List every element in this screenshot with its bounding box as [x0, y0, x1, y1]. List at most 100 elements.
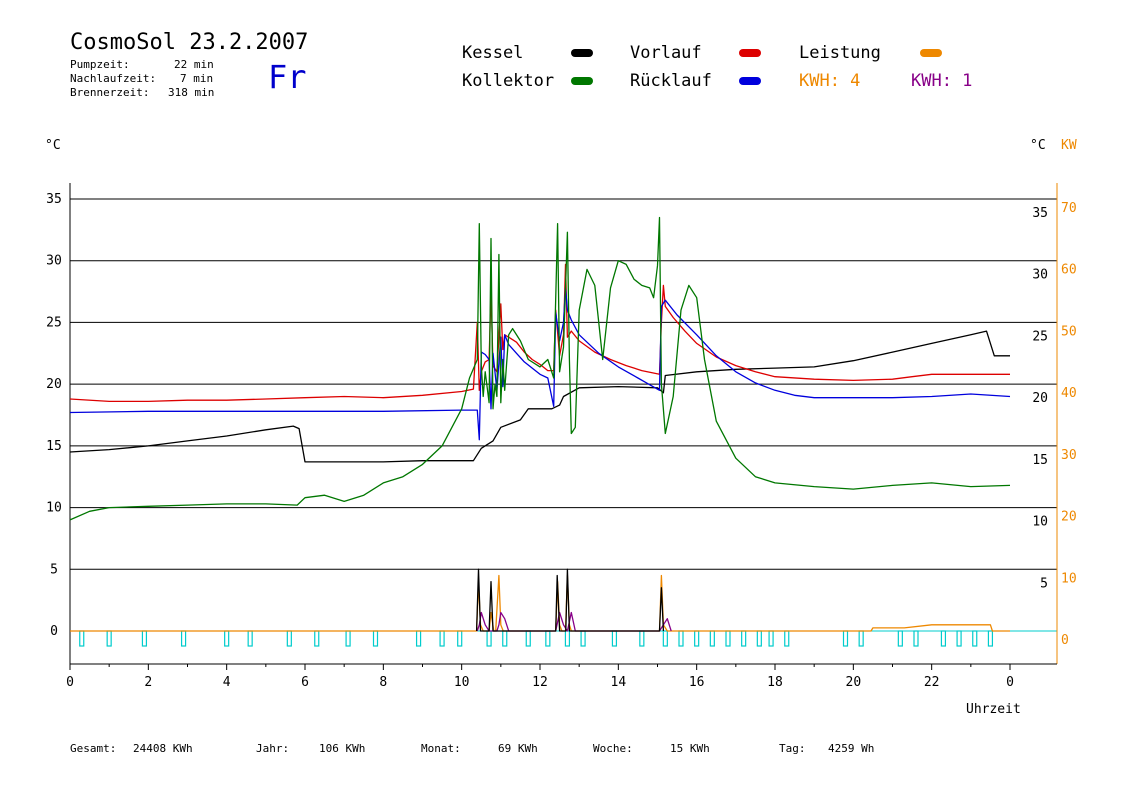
total-monat-label: Monat:: [421, 742, 461, 755]
pump-indicator: [741, 630, 747, 647]
pump-indicator: [415, 630, 422, 647]
pump-indicator: [247, 630, 253, 647]
total-tag-label: Tag:: [779, 742, 806, 755]
y-tick-label-kw: 10: [1061, 571, 1077, 586]
pump-indicator: [662, 630, 668, 647]
total-tag-value: 4259 Wh: [828, 742, 875, 755]
total-woche-label: Woche:: [593, 742, 633, 755]
total-jahr-label: Jahr:: [256, 742, 290, 755]
y-tick-label-right: 5: [1040, 576, 1048, 591]
legend-kwh-orange: KWH: 4: [799, 71, 861, 91]
pump-indicator: [768, 630, 774, 647]
pump-indicator: [784, 630, 790, 647]
x-tick-label: 2: [144, 675, 152, 690]
pump-indicator: [439, 630, 445, 647]
y-tick-label-right: 30: [1032, 268, 1048, 283]
pump-indicator: [678, 630, 684, 647]
pump-indicator: [372, 630, 379, 647]
legend-kessel-swatch: [571, 49, 593, 57]
pump-indicator: [956, 630, 962, 647]
pump-indicator: [611, 630, 618, 647]
y-tick-label-right: 20: [1032, 391, 1048, 406]
total-gesamt-label: Gesamt:: [70, 742, 117, 755]
brennerzeit-value: 318 min: [168, 86, 215, 99]
right-axis-unit-kw: KW: [1061, 138, 1077, 153]
y-tick-label-kw: 50: [1061, 324, 1077, 339]
nachlaufzeit-value: 7 min: [180, 72, 214, 85]
pump-indicator: [141, 630, 148, 647]
y-tick-label-right: 25: [1032, 329, 1048, 344]
legend-kwh-purple: KWH: 1: [911, 71, 973, 91]
pumpzeit-label: Pumpzeit:: [70, 58, 130, 71]
leistung-line: [70, 574, 1010, 632]
y-tick-label-left: 25: [46, 315, 62, 330]
y-tick-label-right: 35: [1032, 206, 1048, 221]
y-tick-label-right: 10: [1032, 515, 1048, 530]
y-tick-label-left: 20: [46, 377, 62, 392]
pump-indicator: [972, 630, 978, 647]
legend-ruecklauf-swatch: [739, 77, 761, 85]
pump-indicator: [286, 630, 292, 647]
x-tick-label: 14: [611, 675, 627, 690]
x-tick-label: 10: [454, 675, 470, 690]
pump-indicator: [940, 630, 947, 647]
pump-indicator: [842, 630, 849, 647]
total-monat-value: 69 KWh: [498, 742, 538, 755]
y-tick-label-kw: 30: [1061, 448, 1077, 463]
x-tick-label: 16: [689, 675, 705, 690]
x-tick-label: 20: [846, 675, 862, 690]
legend-kollektor: Kollektor: [462, 71, 555, 91]
x-tick-label: 8: [379, 675, 387, 690]
x-tick-label: 0: [66, 675, 74, 690]
pump-indicator: [525, 630, 531, 647]
nachlaufzeit-label: Nachlaufzeit:: [70, 72, 157, 85]
pump-indicator: [913, 630, 919, 647]
pump-indicator: [106, 630, 112, 647]
legend-kollektor-swatch: [571, 77, 593, 85]
kwh1-line: [476, 611, 672, 632]
pump-indicator: [756, 630, 762, 647]
x-tick-label: 6: [301, 675, 309, 690]
pump-indicator: [345, 630, 351, 647]
weekday-label: Fr: [268, 58, 307, 96]
legend-leistung: Leistung: [799, 43, 881, 63]
brennerzeit-label: Brennerzeit:: [70, 86, 150, 99]
kessel-power-line: [475, 568, 665, 632]
ruecklauf-line: [69, 287, 1011, 441]
pump-indicator: [709, 630, 715, 647]
legend-vorlauf-swatch: [739, 49, 761, 57]
app-title: CosmoSol 23.2.2007: [70, 30, 309, 55]
y-tick-label-left: 10: [46, 501, 62, 516]
right-axis-unit: °C: [1030, 138, 1046, 153]
vorlauf-line: [69, 263, 1010, 403]
y-tick-label-right: 15: [1032, 453, 1048, 468]
legend-kessel: Kessel: [462, 43, 524, 63]
left-axis-unit: °C: [45, 138, 61, 153]
kollektor-line: [69, 216, 1011, 521]
legend-leistung-swatch: [920, 49, 942, 57]
x-tick-label: 0: [1006, 675, 1014, 690]
pump-indicator: [694, 630, 700, 647]
y-tick-label-left: 5: [50, 562, 58, 577]
y-tick-label-left: 35: [46, 192, 62, 207]
y-tick-label-left: 15: [46, 439, 62, 454]
pump-indicator: [79, 630, 85, 647]
pump-indicator: [580, 630, 586, 647]
y-tick-label-kw: 0: [1061, 633, 1069, 648]
pump-indicator: [486, 630, 492, 647]
pump-indicator: [457, 630, 463, 647]
y-tick-label-left: 0: [50, 624, 58, 639]
legend-vorlauf: Vorlauf: [630, 43, 702, 63]
total-gesamt-value: 24408 KWh: [133, 742, 193, 755]
y-tick-label-kw: 40: [1061, 386, 1077, 401]
x-tick-label: 4: [223, 675, 231, 690]
pump-indicator: [897, 630, 903, 647]
y-tick-label-kw: 60: [1061, 263, 1077, 278]
y-tick-label-left: 30: [46, 254, 62, 269]
y-tick-label-kw: 70: [1061, 201, 1077, 216]
x-tick-label: 22: [924, 675, 940, 690]
total-jahr-value: 106 KWh: [319, 742, 366, 755]
pump-indicator: [987, 630, 994, 647]
y-tick-label-kw: 20: [1061, 510, 1077, 525]
legend-ruecklauf: Rücklauf: [630, 71, 712, 91]
